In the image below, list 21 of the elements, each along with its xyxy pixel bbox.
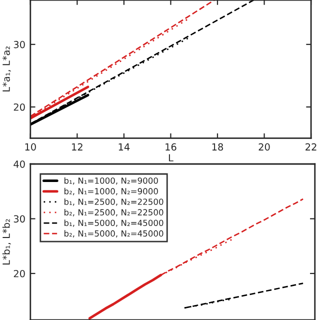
x-tick-label: 18 [212,143,224,151]
x-tick-label: 12 [72,143,82,150]
x-tick-label: 16 [166,143,176,151]
x-tick-label: 22 [306,143,316,150]
y-tick-label: 30 [14,215,25,223]
y-tick-label: 20 [14,103,25,111]
y-axis-title: L*a₁, L*a₂ [2,46,11,92]
legend-label: b₂, N₁=2500, N₂=22500 [64,209,164,216]
legend-label: b₁, N₁=2500, N₂=22500 [64,198,164,206]
legend-label: b₁, N₁=1000, N₂=9000 [64,177,158,185]
x-tick-label: 14 [118,143,130,150]
legend-label: b₂, N₁=1000, N₂=9000 [64,188,158,196]
legend-label: b₂, N₁=5000, N₂=45000 [64,230,164,238]
legend-label: b₁, N₁=5000, N₂=45000 [64,220,164,227]
y-tick-label: 30 [14,40,25,48]
y-tick-label: 20 [14,270,25,278]
y-tick-label: 40 [14,160,25,168]
x-tick-label: 20 [258,143,270,151]
x-axis-title: L [168,154,174,162]
y-axis-title: L*b₁, L*b₂ [2,219,11,264]
x-tick-label: 10 [25,143,36,151]
